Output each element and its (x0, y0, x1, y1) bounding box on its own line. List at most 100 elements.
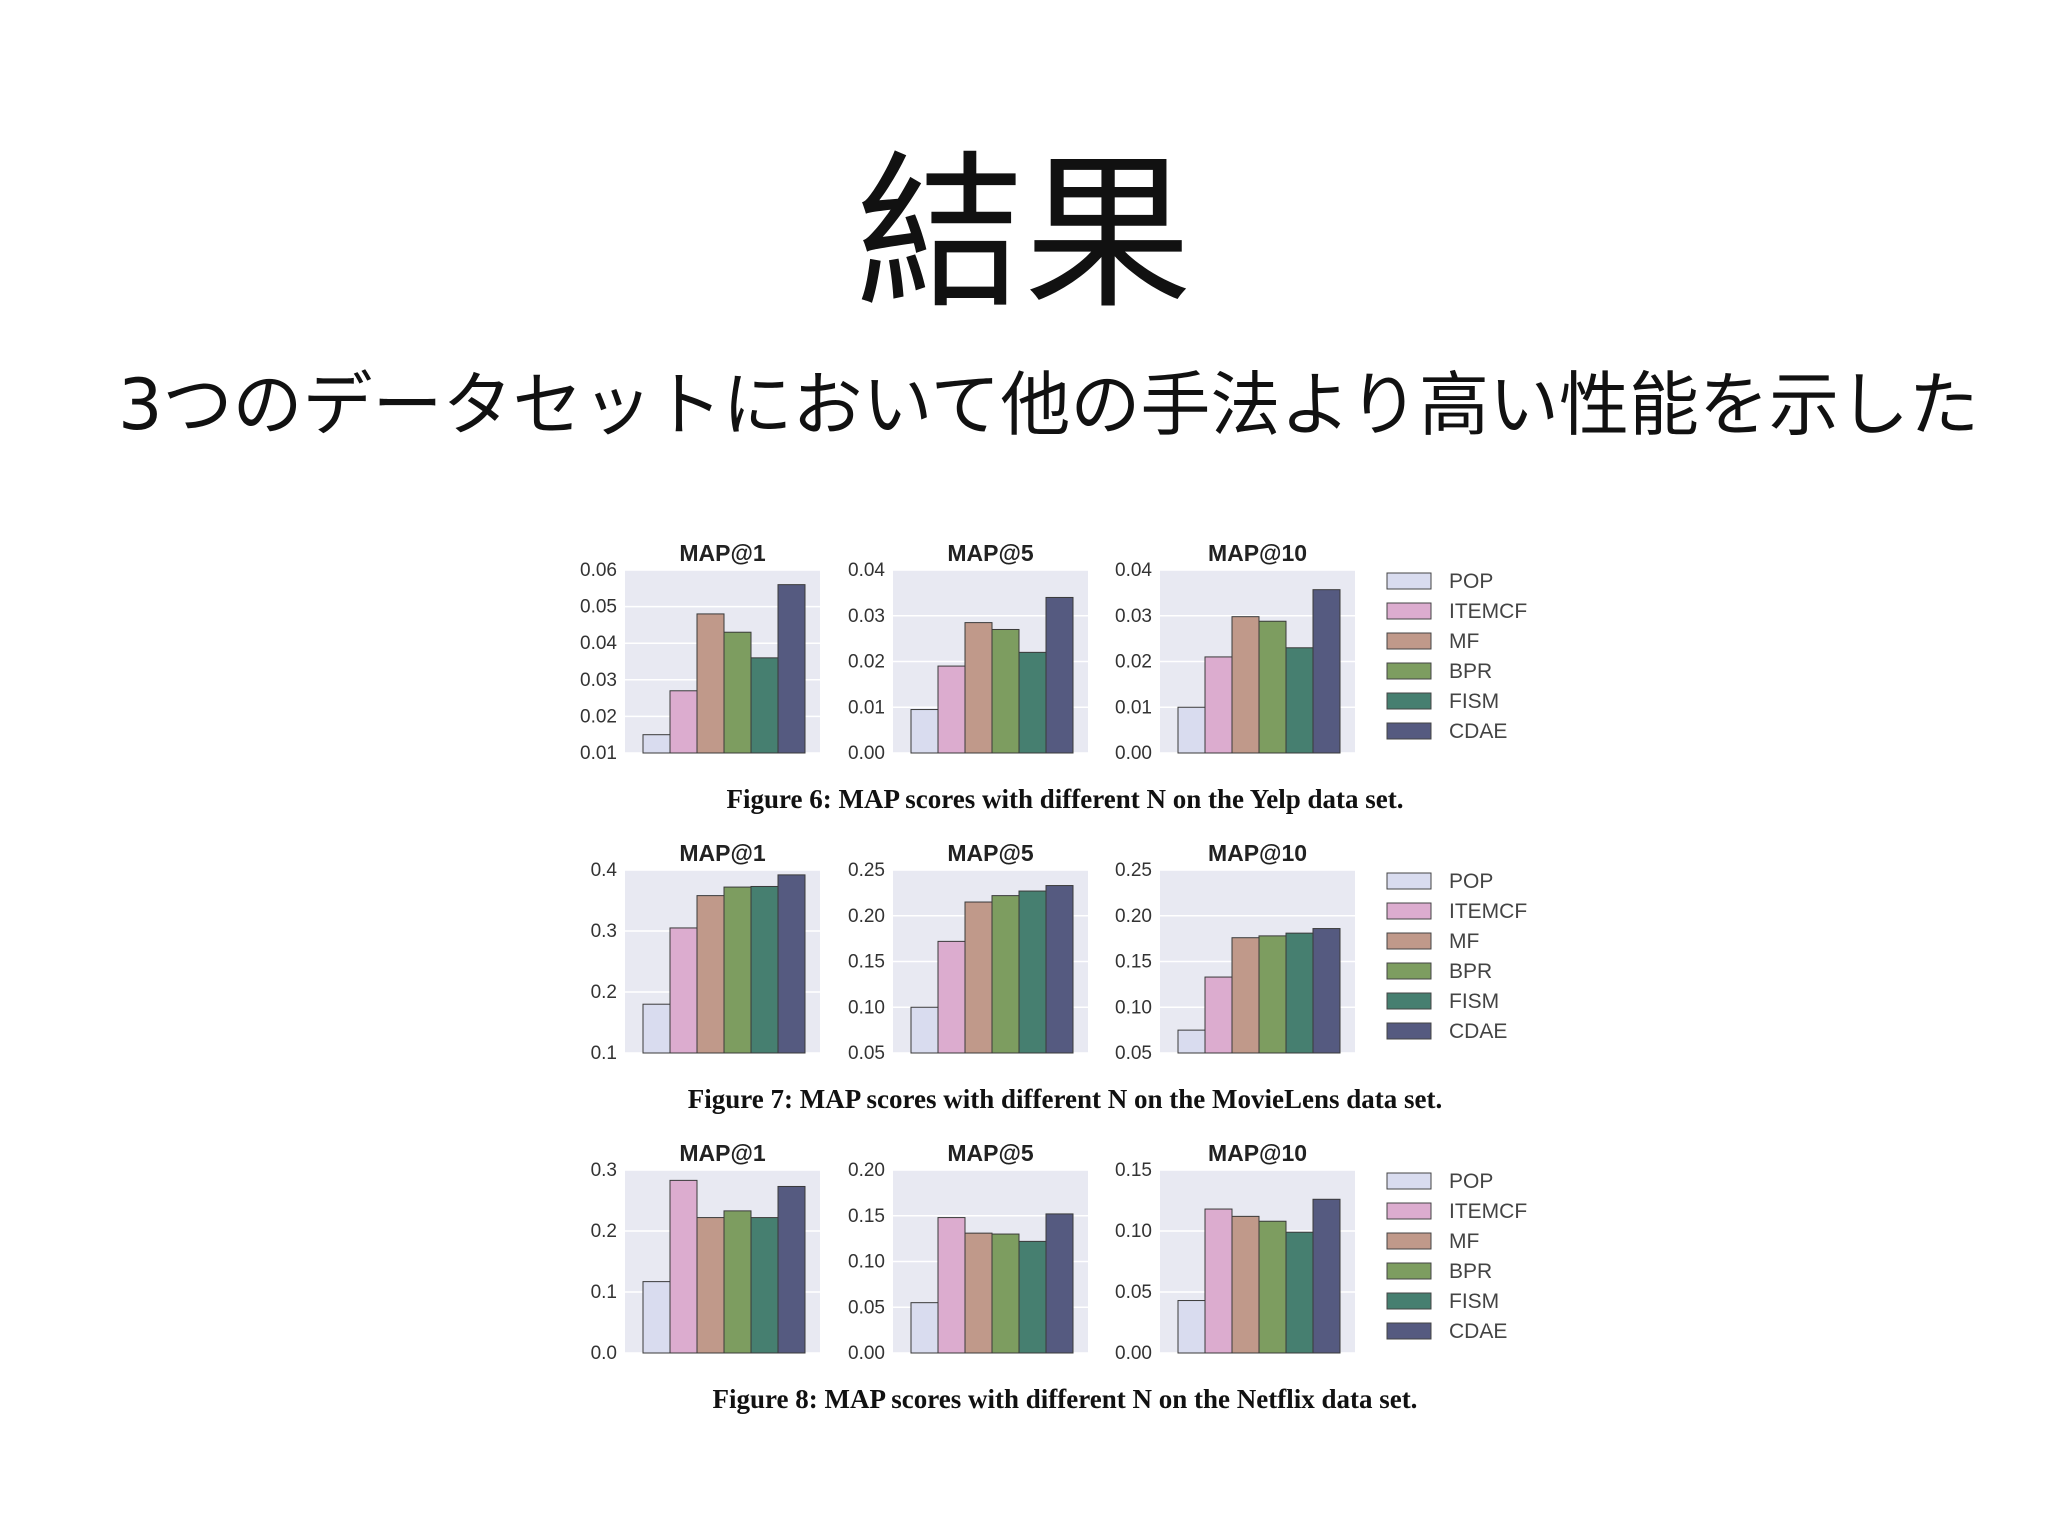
legend-swatch-bpr (1386, 1262, 1432, 1280)
legend-swatch-bpr (1386, 962, 1432, 980)
y-tick-label: 0.01 (580, 743, 617, 764)
bar-fism (750, 1217, 779, 1354)
panel-title: MAP@1 (679, 1140, 766, 1166)
y-tick-label: 0.06 (580, 560, 617, 581)
y-tick-label: 0.25 (1115, 860, 1152, 881)
panel-map-at-1: 0.4 0.3 0.2 0.1 MAP@1 (591, 840, 820, 1064)
y-tick-label: 0.1 (591, 1043, 617, 1064)
bar-itemcf (937, 940, 966, 1054)
figures-container: 0.06 0.05 0.04 0.03 0.02 0.01 MAP@1 0.040.030.0… (580, 540, 1528, 1414)
y-tick-label: 0.05 (1115, 1043, 1152, 1064)
bar-itemcf (1204, 656, 1233, 754)
bar-pop (1177, 1300, 1206, 1354)
y-tick-label: 0.00 (848, 1343, 885, 1364)
bar-itemcf (937, 665, 966, 754)
bar-bpr (1258, 935, 1287, 1054)
slide-subtitle: 3つのデータセットにおいて他の手法より高い性能を示した (118, 364, 1980, 446)
y-tick-label: 0.15 (1115, 952, 1152, 973)
legend-swatch-fism (1386, 692, 1432, 710)
legend-swatch-fism (1386, 992, 1432, 1010)
bar-mf (964, 901, 993, 1054)
panel-map-at-1: 0.3 0.2 0.1 0.0 MAP@1 (591, 1140, 820, 1364)
legend-swatch-pop (1386, 872, 1432, 890)
bar-fism (1018, 1240, 1047, 1354)
y-tick-label: 0.0 (591, 1343, 617, 1364)
legend: POP ITEMCF MF BPR FISM CDAE (1386, 1170, 1527, 1343)
y-tick-label: 0.01 (1115, 697, 1152, 718)
bar-fism (750, 657, 779, 754)
bar-pop (910, 1302, 939, 1354)
bar-pop (642, 734, 671, 754)
panel-map-at-5: 0.04 0.03 0.02 0.01 0.00 MAP@5 (848, 540, 1088, 764)
y-tick-label: 0.05 (848, 1297, 885, 1318)
bar-mf (1231, 1215, 1260, 1354)
y-tick-label: 0.10 (1115, 997, 1152, 1018)
figure-6: 0.06 0.05 0.04 0.03 0.02 0.01 MAP@1 0.040.030.0… (580, 540, 1527, 814)
y-tick-label: 0.15 (1115, 1160, 1152, 1181)
bar-fism (1285, 932, 1314, 1054)
y-tick-label: 0.4 (591, 860, 618, 881)
legend-label: ITEMCF (1449, 900, 1527, 923)
bar-fism (1285, 1231, 1314, 1354)
figure-8: 0.3 0.2 0.1 0.0 MAP@1 0.20 0.15 0.10 0.05 0.00 MAP… (591, 1140, 1528, 1414)
bar-cdae (1045, 885, 1074, 1054)
bar-bpr (991, 628, 1020, 754)
bar-cdae (1045, 596, 1074, 754)
bar-bpr (1258, 1220, 1287, 1354)
bar-pop (642, 1003, 671, 1054)
panel-map-at-10: 0.25 0.20 0.15 0.10 0.05 MAP@10 (1115, 840, 1355, 1064)
y-tick-label: 0.20 (848, 1160, 885, 1181)
y-tick-label: 0.10 (848, 997, 885, 1018)
legend-swatch-mf (1386, 1232, 1432, 1250)
legend-label: FISM (1449, 1290, 1499, 1313)
y-tick-label: 0.10 (848, 1252, 885, 1273)
y-tick-label: 0.05 (1115, 1282, 1152, 1303)
y-tick-label: 0.02 (580, 706, 617, 727)
panel-title: MAP@5 (947, 840, 1034, 866)
panel-title: MAP@1 (679, 540, 766, 566)
legend-label: POP (1449, 570, 1493, 593)
bar-mf (964, 1232, 993, 1354)
y-tick-label: 0.02 (1115, 652, 1152, 673)
legend-label: BPR (1449, 1260, 1492, 1283)
legend-swatch-pop (1386, 572, 1432, 590)
y-tick-label: 0.15 (848, 952, 885, 973)
legend-label: BPR (1449, 960, 1492, 983)
y-tick-label: 0.04 (848, 560, 885, 581)
bar-cdae (777, 1185, 806, 1354)
y-tick-label: 0.00 (1115, 743, 1152, 764)
bar-bpr (723, 1210, 752, 1354)
bar-cdae (1312, 589, 1341, 754)
legend-swatch-itemcf (1386, 1202, 1432, 1220)
legend-swatch-mf (1386, 932, 1432, 950)
legend: POP ITEMCF MF BPR FISM CDAE (1386, 570, 1527, 743)
bar-mf (696, 1217, 725, 1354)
figure-7: 0.4 0.3 0.2 0.1 MAP@1 0.25 0.20 0.15 0.10 0.05 MAP… (591, 840, 1528, 1114)
bar-fism (1285, 647, 1314, 754)
panel-map-at-5: 0.20 0.15 0.10 0.05 0.00 MAP@5 (848, 1140, 1088, 1364)
bar-mf (1231, 937, 1260, 1054)
bar-cdae (1312, 1198, 1341, 1354)
y-tick-label: 0.2 (591, 982, 617, 1003)
legend: POP ITEMCF MF BPR FISM CDAE (1386, 870, 1527, 1043)
panel-map-at-10: 0.15 0.10 0.05 0.00 MAP@10 (1115, 1140, 1355, 1364)
legend-swatch-cdae (1386, 1322, 1432, 1340)
legend-label: CDAE (1449, 1020, 1507, 1043)
y-tick-label: 0.25 (848, 860, 885, 881)
bar-fism (1018, 651, 1047, 754)
bar-itemcf (1204, 976, 1233, 1054)
legend-swatch-itemcf (1386, 602, 1432, 620)
slide-title: 結果 (856, 136, 1192, 332)
panel-title: MAP@5 (947, 1140, 1034, 1166)
y-tick-label: 0.10 (1115, 1221, 1152, 1242)
y-tick-label: 0.00 (1115, 1343, 1152, 1364)
y-tick-label: 0.05 (580, 597, 617, 618)
y-tick-label: 0.03 (1115, 606, 1152, 627)
legend-swatch-pop (1386, 1172, 1432, 1190)
bar-itemcf (1204, 1208, 1233, 1354)
bar-itemcf (669, 1179, 698, 1354)
legend-swatch-itemcf (1386, 902, 1432, 920)
panel-title: MAP@5 (947, 540, 1034, 566)
bar-mf (696, 613, 725, 754)
bar-pop (910, 709, 939, 754)
